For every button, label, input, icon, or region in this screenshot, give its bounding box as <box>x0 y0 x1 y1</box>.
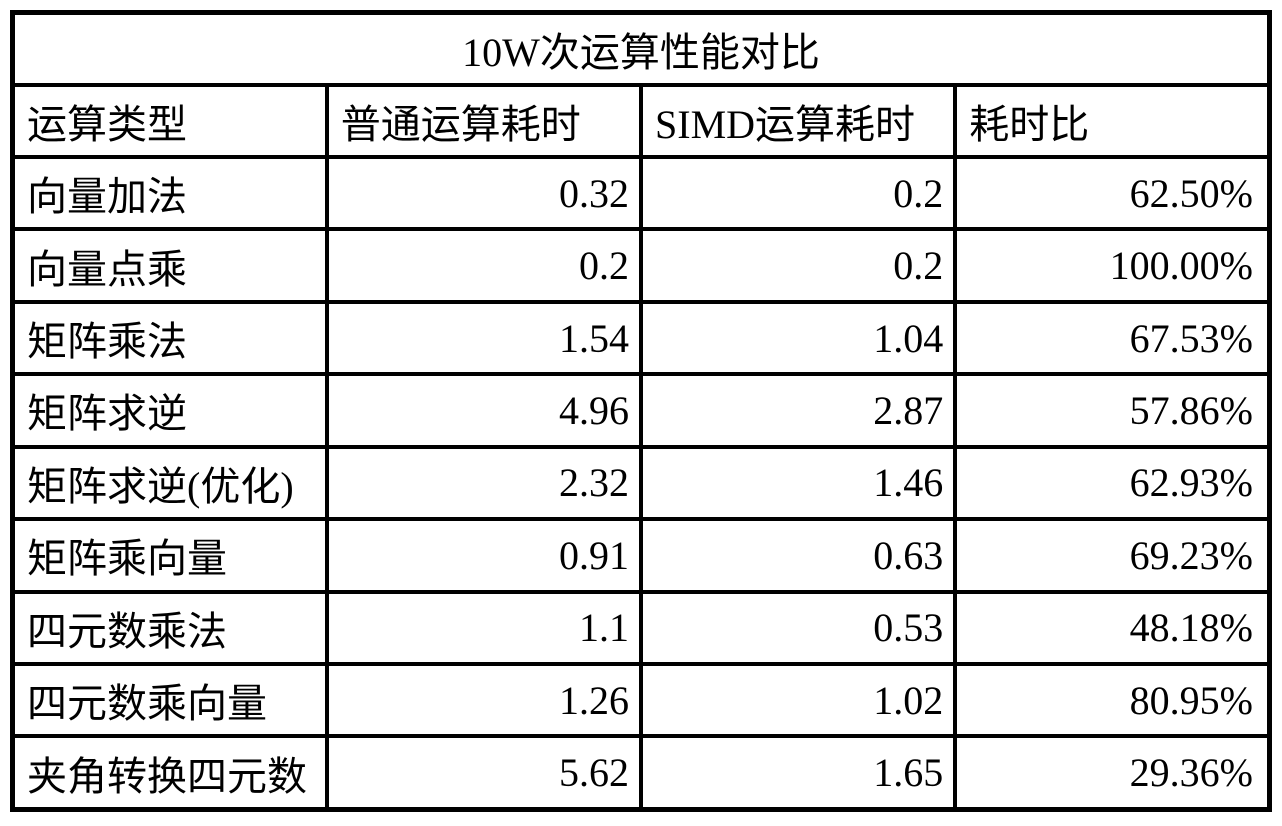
cell-operation-type: 四元数乘向量 <box>10 661 329 739</box>
cell-normal-time: 0.2 <box>324 227 644 304</box>
cell-operation-type: 向量加法 <box>10 154 329 232</box>
cell-operation-type: 向量点乘 <box>10 227 329 304</box>
cell-simd-time: 1.65 <box>638 734 958 812</box>
cell-simd-time: 1.46 <box>638 444 958 522</box>
table-title: 10W次运算性能对比 <box>10 10 1272 87</box>
cell-operation-type: 矩阵乘法 <box>10 299 329 377</box>
table-row: 四元数乘法 1.1 0.53 48.18% <box>10 589 1272 667</box>
table-row: 向量点乘 0.2 0.2 100.00% <box>10 227 1272 304</box>
table-row: 矩阵乘向量 0.91 0.63 69.23% <box>10 517 1272 594</box>
cell-simd-time: 1.02 <box>638 661 958 739</box>
table-row: 矩阵乘法 1.54 1.04 67.53% <box>10 299 1272 377</box>
cell-normal-time: 4.96 <box>324 372 644 449</box>
cell-operation-type: 矩阵求逆 <box>10 372 329 449</box>
cell-normal-time: 1.54 <box>324 299 644 377</box>
cell-normal-time: 1.1 <box>324 589 644 667</box>
cell-time-ratio: 29.36% <box>953 734 1272 812</box>
cell-simd-time: 1.04 <box>638 299 958 377</box>
cell-operation-type: 矩阵求逆(优化) <box>10 444 329 522</box>
table-header-row: 运算类型 普通运算耗时 SIMD运算耗时 耗时比 <box>10 82 1272 159</box>
table-row: 夹角转换四元数 5.62 1.65 29.36% <box>10 734 1272 812</box>
cell-simd-time: 0.53 <box>638 589 958 667</box>
cell-simd-time: 0.2 <box>638 227 958 304</box>
cell-operation-type: 夹角转换四元数 <box>10 734 329 812</box>
cell-time-ratio: 62.50% <box>953 154 1272 232</box>
cell-time-ratio: 48.18% <box>953 589 1272 667</box>
column-header-simd-time: SIMD运算耗时 <box>638 82 958 159</box>
column-header-time-ratio: 耗时比 <box>953 82 1272 159</box>
column-header-operation-type: 运算类型 <box>10 82 329 159</box>
table-row: 四元数乘向量 1.26 1.02 80.95% <box>10 661 1272 739</box>
cell-simd-time: 0.2 <box>638 154 958 232</box>
table-row: 向量加法 0.32 0.2 62.50% <box>10 154 1272 232</box>
cell-operation-type: 四元数乘法 <box>10 589 329 667</box>
cell-time-ratio: 57.86% <box>953 372 1272 449</box>
cell-time-ratio: 100.00% <box>953 227 1272 304</box>
performance-comparison-table: 10W次运算性能对比 运算类型 普通运算耗时 SIMD运算耗时 耗时比 向量加法… <box>10 10 1272 812</box>
cell-time-ratio: 69.23% <box>953 517 1272 594</box>
column-header-normal-time: 普通运算耗时 <box>324 82 644 159</box>
cell-normal-time: 2.32 <box>324 444 644 522</box>
table-title-row: 10W次运算性能对比 <box>10 10 1272 87</box>
cell-time-ratio: 62.93% <box>953 444 1272 522</box>
cell-normal-time: 5.62 <box>324 734 644 812</box>
table-row: 矩阵求逆(优化) 2.32 1.46 62.93% <box>10 444 1272 522</box>
cell-simd-time: 2.87 <box>638 372 958 449</box>
cell-time-ratio: 67.53% <box>953 299 1272 377</box>
cell-normal-time: 1.26 <box>324 661 644 739</box>
cell-time-ratio: 80.95% <box>953 661 1272 739</box>
cell-simd-time: 0.63 <box>638 517 958 594</box>
cell-normal-time: 0.32 <box>324 154 644 232</box>
cell-operation-type: 矩阵乘向量 <box>10 517 329 594</box>
cell-normal-time: 0.91 <box>324 517 644 594</box>
table-row: 矩阵求逆 4.96 2.87 57.86% <box>10 372 1272 449</box>
